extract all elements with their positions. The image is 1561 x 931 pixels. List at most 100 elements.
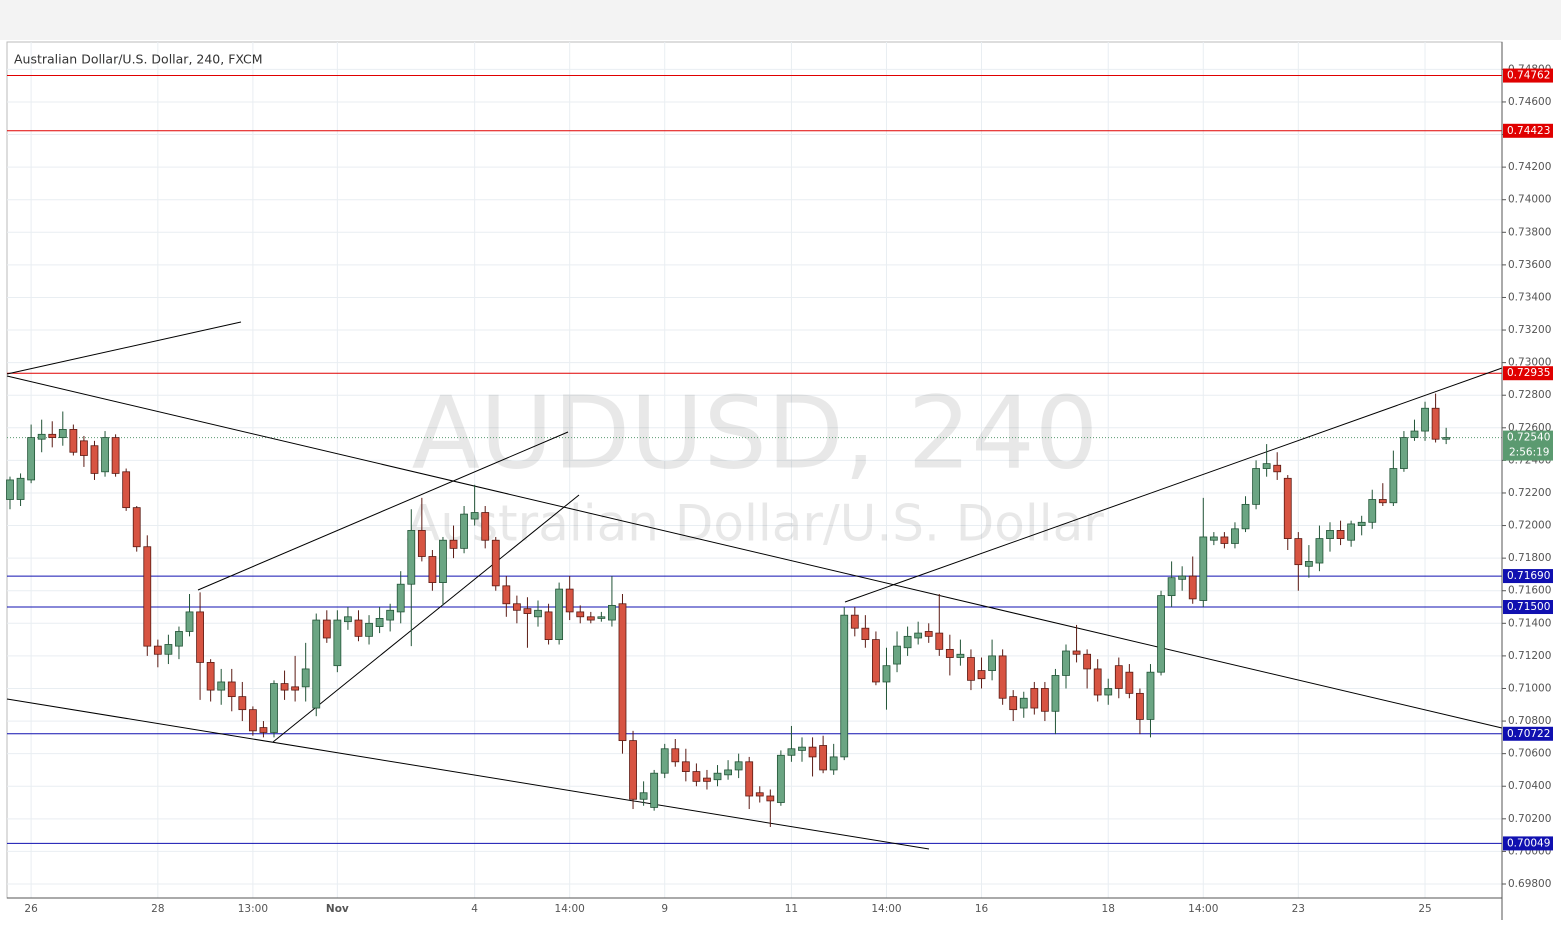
candle-body xyxy=(935,632,944,650)
chart-title: Australian Dollar/U.S. Dollar, 240, FXCM xyxy=(14,52,263,67)
candle-body xyxy=(798,746,806,751)
candle-body xyxy=(248,709,257,732)
trend-line xyxy=(6,321,242,375)
candle-body xyxy=(681,761,690,772)
candle-body xyxy=(344,616,352,623)
candle-body xyxy=(703,777,711,782)
candle-body xyxy=(692,771,701,782)
x-tick-label: Nov xyxy=(326,903,349,915)
candle-body xyxy=(481,512,490,541)
candle-body xyxy=(967,657,975,681)
countdown: 2:56:19 xyxy=(1509,447,1549,459)
y-tick-label: 0.71000 xyxy=(1508,682,1551,694)
candle-body xyxy=(829,756,838,771)
candle-body xyxy=(924,631,933,637)
candle-body xyxy=(217,681,226,691)
x-tick-label: 25 xyxy=(1418,903,1431,915)
candle-body xyxy=(301,668,310,688)
candle-body xyxy=(1104,688,1113,696)
candle-body xyxy=(164,644,173,655)
candle-body xyxy=(998,655,1007,699)
candle-body xyxy=(1199,536,1208,601)
candle-body xyxy=(1252,468,1260,505)
candle-body xyxy=(1093,668,1102,696)
candle-body xyxy=(449,539,458,549)
levels xyxy=(7,75,1502,844)
candle-body xyxy=(1304,561,1313,567)
candle-body xyxy=(175,631,183,647)
candle-body xyxy=(755,792,764,797)
candle-body xyxy=(375,618,384,627)
candle-body xyxy=(766,795,775,802)
level-label: 0.74762 xyxy=(1507,70,1550,82)
candle-body xyxy=(439,539,447,583)
candle-body xyxy=(122,471,131,509)
candle-body xyxy=(1389,468,1398,504)
candle-body xyxy=(80,440,88,456)
candle-body xyxy=(650,772,659,808)
candle-body xyxy=(512,603,521,611)
candle-body xyxy=(333,619,342,667)
y-tick-label: 0.73200 xyxy=(1508,324,1551,336)
level-label: 0.71690 xyxy=(1507,570,1550,582)
candle-body xyxy=(27,437,36,481)
candle-body xyxy=(143,546,152,647)
candle-body xyxy=(872,639,880,683)
candle-body xyxy=(1421,407,1429,432)
candle-body xyxy=(1188,575,1197,600)
candle-body xyxy=(988,655,996,671)
candle-body xyxy=(48,433,57,438)
level-label: 0.72935 xyxy=(1507,367,1550,379)
candle-body xyxy=(1241,503,1250,530)
candle-body xyxy=(1273,464,1282,473)
level-label: 0.70049 xyxy=(1507,837,1550,849)
level-label-bg xyxy=(1503,366,1553,381)
candle-body xyxy=(407,530,416,585)
watermark-subtitle: Australian Dollar/U.S. Dollar xyxy=(406,495,1104,553)
candle-body xyxy=(1283,477,1292,539)
candle-body xyxy=(734,761,743,771)
y-tick-label: 0.73800 xyxy=(1508,226,1551,238)
candle-body xyxy=(1368,499,1377,523)
candle-body xyxy=(713,772,722,781)
candle-body xyxy=(977,670,986,680)
candle-body xyxy=(1146,671,1155,720)
last-price-bg xyxy=(1503,430,1553,461)
candle-body xyxy=(132,507,141,548)
candle-body xyxy=(1051,675,1060,712)
candle-body xyxy=(861,627,870,641)
y-tick-label: 0.70400 xyxy=(1508,780,1551,792)
x-tick-label: 23 xyxy=(1292,903,1305,915)
candle-body xyxy=(1114,665,1123,689)
grid xyxy=(7,42,1502,898)
trend-line xyxy=(6,375,1503,729)
candle-body xyxy=(206,662,215,691)
level-label: 0.71500 xyxy=(1507,601,1550,613)
price-axis xyxy=(1503,42,1561,920)
level-label-bg xyxy=(1503,836,1553,851)
y-tick-label: 0.69800 xyxy=(1508,878,1551,890)
candle-body xyxy=(1262,463,1271,469)
trend-lines xyxy=(6,321,1503,850)
x-tick-label: 9 xyxy=(661,903,668,915)
candle-body xyxy=(724,769,732,776)
y-tick-label: 0.74600 xyxy=(1508,96,1551,108)
y-tick-label: 0.71800 xyxy=(1508,552,1551,564)
y-tick-label: 0.71400 xyxy=(1508,617,1551,629)
y-tick-label: 0.70200 xyxy=(1508,813,1551,825)
candle-body xyxy=(111,437,120,474)
candle-body xyxy=(1220,536,1229,544)
candle-body xyxy=(1442,437,1451,440)
candle-body xyxy=(428,556,437,583)
candle-body xyxy=(1231,528,1239,544)
candle-body xyxy=(354,619,363,637)
x-tick-label: 13:00 xyxy=(238,903,268,915)
candle-body xyxy=(787,748,796,756)
y-tick-label: 0.74200 xyxy=(1508,161,1551,173)
x-tick-label: 14:00 xyxy=(871,903,901,915)
y-tick-label: 0.72000 xyxy=(1508,520,1551,532)
candle-body xyxy=(259,727,268,733)
candle-body xyxy=(1030,688,1039,709)
candle-body xyxy=(544,611,553,641)
y-tick-label: 0.71600 xyxy=(1508,585,1551,597)
